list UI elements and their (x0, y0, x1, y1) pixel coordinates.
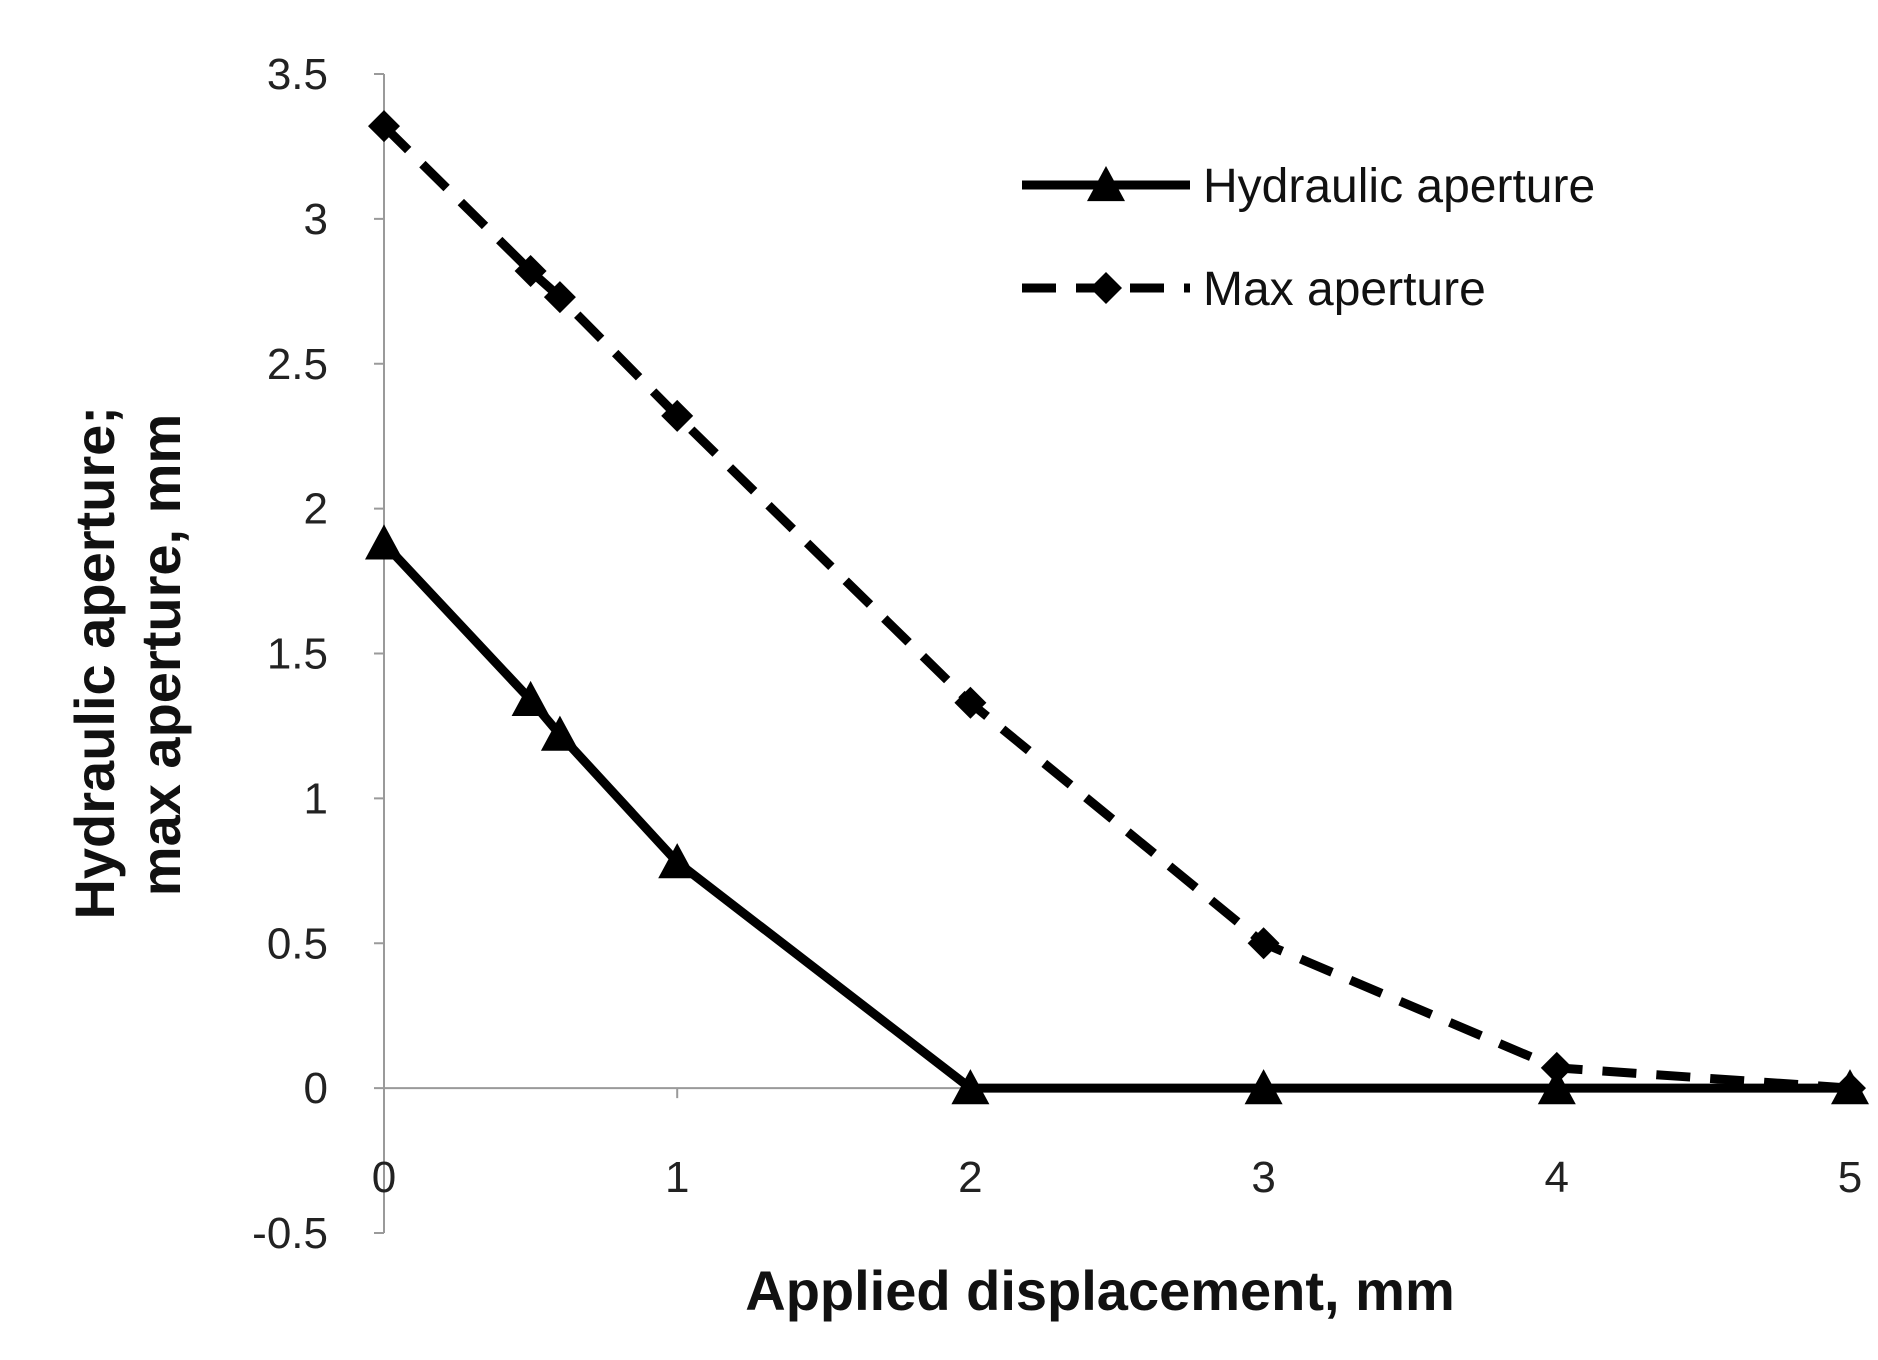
data-point-max-aperture (1247, 927, 1280, 960)
y-tick-label: 0.5 (267, 919, 328, 968)
x-tick-label: 2 (958, 1153, 982, 1202)
data-point-max-aperture (543, 281, 576, 314)
axes: -0.5 0 0.5 1 1.5 2 2.5 3 3.5 0 1 2 3 4 5 (252, 50, 1862, 1258)
legend-label: Hydraulic aperture (1203, 160, 1595, 213)
data-point-hydraulic-aperture (1244, 1069, 1283, 1105)
data-point-max-aperture (514, 255, 547, 288)
x-axis-title: Applied displacement, mm (745, 1259, 1455, 1322)
data-point-max-aperture (368, 110, 400, 143)
x-tick-label: 1 (665, 1153, 689, 1202)
data-point-max-aperture (661, 399, 694, 432)
y-tick-label: 1.5 (267, 630, 328, 679)
x-tick-label: 3 (1251, 1153, 1275, 1202)
series-layer (365, 110, 1869, 1105)
y-tick-label: -0.5 (252, 1209, 328, 1258)
y-tick-label: 0 (304, 1064, 328, 1113)
legend-item-hydraulic-aperture: Hydraulic aperture (1022, 160, 1595, 213)
legend-marker (1090, 272, 1122, 304)
data-point-hydraulic-aperture (951, 1069, 990, 1105)
y-axis-title-line-1: Hydraulic aperture; (63, 406, 126, 920)
legend-item-max-aperture: Max aperture (1022, 263, 1486, 316)
data-point-hydraulic-aperture (658, 843, 697, 879)
y-tick-label: 3 (304, 195, 328, 244)
data-point-max-aperture (1540, 1051, 1573, 1084)
x-tick-label: 5 (1838, 1153, 1862, 1202)
data-point-hydraulic-aperture (511, 680, 550, 717)
y-tick-label: 1 (304, 774, 328, 823)
y-tick-label: 2 (304, 485, 328, 534)
legend-label: Max aperture (1203, 263, 1486, 316)
y-tick-label: 3.5 (267, 50, 328, 99)
series-line-max-aperture (380, 122, 1851, 1093)
data-point-hydraulic-aperture (1537, 1069, 1576, 1105)
series-hydraulic-aperture (365, 524, 1869, 1105)
x-tick-label: 4 (1545, 1153, 1569, 1202)
y-axis-title-line-2: max aperture, mm (129, 414, 192, 896)
legend: Hydraulic aperture Max aperture (1022, 160, 1595, 316)
data-point-hydraulic-aperture (365, 524, 403, 560)
data-point-max-aperture (954, 686, 987, 719)
x-tick-label: 0 (372, 1153, 396, 1202)
data-point-hydraulic-aperture (540, 715, 579, 751)
y-tick-label: 2.5 (267, 340, 328, 389)
series-line-hydraulic-aperture (380, 540, 1850, 1093)
legend-marker (1087, 166, 1125, 202)
series-max-aperture (368, 110, 1866, 1105)
y-axis-title: Hydraulic aperture; max aperture, mm (63, 390, 192, 919)
data-point-max-aperture (1834, 1072, 1866, 1105)
